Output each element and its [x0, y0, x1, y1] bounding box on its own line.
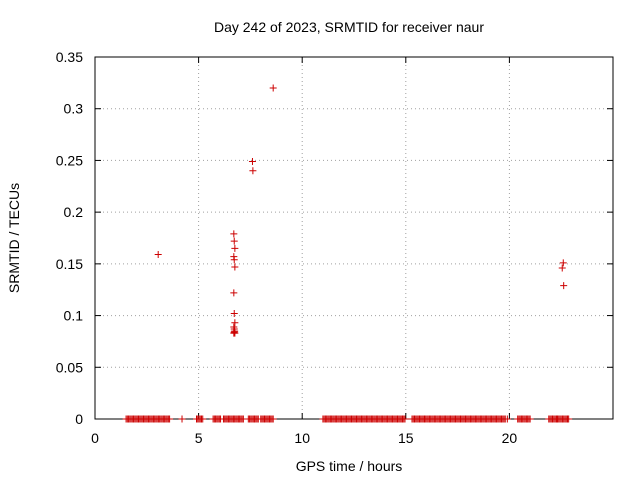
data-point	[230, 310, 238, 318]
grid	[95, 57, 613, 419]
y-tick-label: 0.35	[56, 49, 83, 65]
data-point	[231, 319, 239, 327]
y-axis-label: SRMTID / TECUs	[6, 183, 22, 293]
data-point	[230, 230, 238, 238]
axis-ticks: 0 0.05 0.1 0.15 0.2 0.25 0.3 0.35 0 5 10 15 20	[56, 49, 613, 446]
y-tick-label: 0.2	[64, 204, 84, 220]
y-tick-label: 0.15	[56, 256, 83, 272]
data-point	[269, 415, 277, 423]
chart-title: Day 242 of 2023, SRMTID for receiver nau…	[214, 19, 484, 35]
data-point	[401, 415, 409, 423]
data-point	[230, 237, 238, 245]
data-point	[199, 415, 207, 423]
data-point	[560, 282, 568, 290]
plot-frame	[94, 56, 614, 420]
x-tick-label: 0	[91, 430, 99, 446]
data-point	[563, 415, 571, 423]
data-point	[193, 415, 201, 423]
data-point	[231, 329, 239, 337]
x-tick-label: 15	[398, 430, 414, 446]
data-point	[553, 415, 561, 423]
data-point	[420, 415, 428, 423]
data-point	[503, 415, 511, 423]
data-point	[231, 244, 239, 252]
data-point	[230, 328, 238, 336]
data-point	[558, 264, 566, 272]
data-point	[178, 415, 186, 423]
data-point	[526, 415, 534, 423]
data-point	[249, 167, 257, 175]
data-point	[269, 84, 277, 92]
y-tick-label: 0.3	[64, 101, 84, 117]
y-tick-label: 0	[75, 411, 83, 427]
data-point	[559, 259, 567, 267]
x-axis-label: GPS time / hours	[296, 458, 403, 474]
x-tick-label: 20	[502, 430, 518, 446]
data-point	[231, 263, 239, 271]
y-tick-label: 0.05	[56, 359, 83, 375]
y-tick-label: 0.1	[64, 308, 84, 324]
data-points	[122, 84, 573, 423]
y-tick-label: 0.25	[56, 152, 83, 168]
x-tick-label: 10	[294, 430, 310, 446]
data-point	[166, 415, 174, 423]
x-tick-label: 5	[195, 430, 203, 446]
data-point	[248, 157, 256, 165]
data-point	[230, 289, 238, 297]
data-point	[230, 256, 238, 264]
data-point	[154, 251, 162, 259]
